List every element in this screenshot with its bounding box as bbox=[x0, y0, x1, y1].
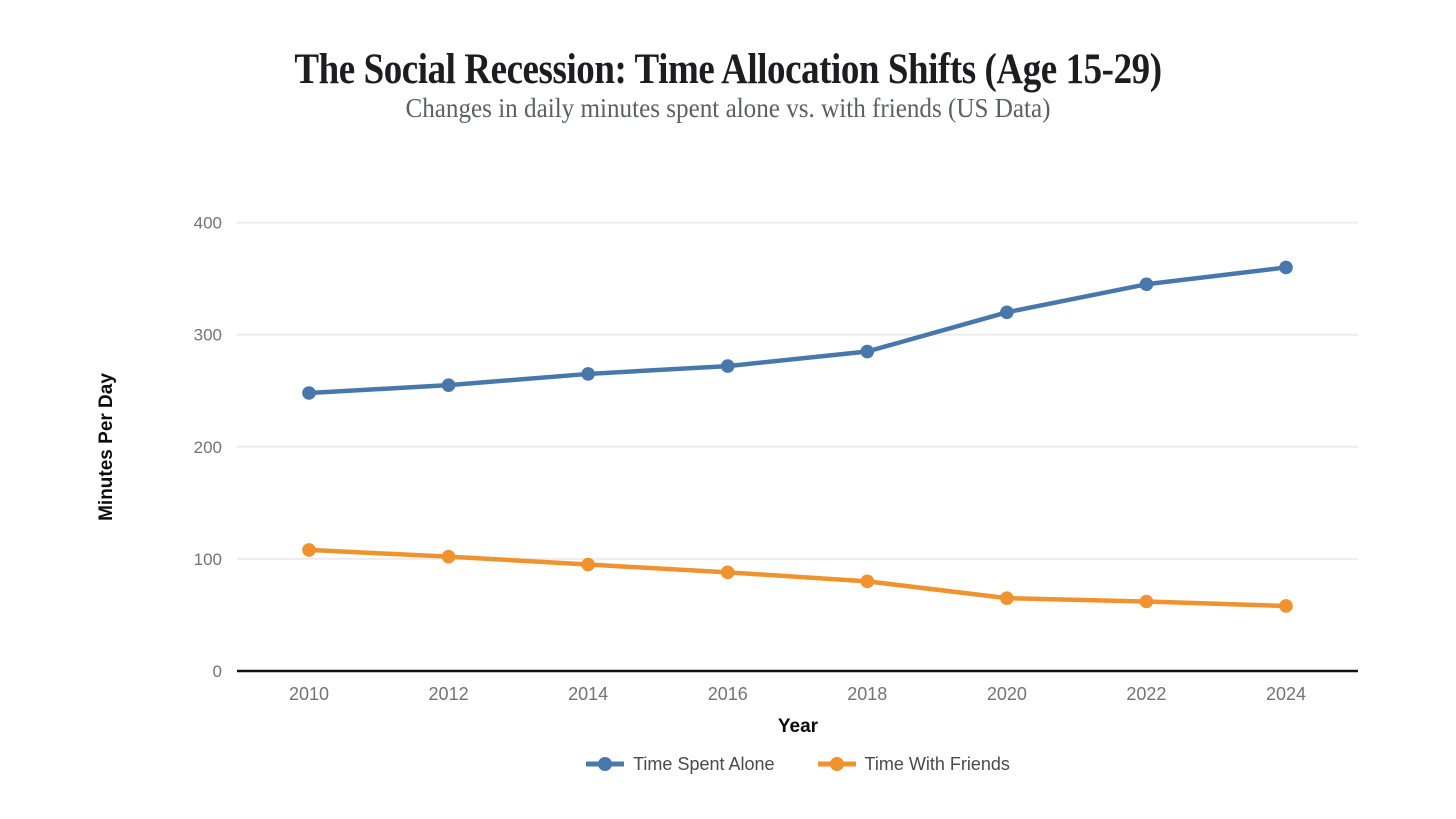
x-axis-title: Year bbox=[777, 716, 819, 737]
data-point-time-spent-alone bbox=[1000, 305, 1014, 320]
data-point-time-spent-alone bbox=[1279, 260, 1293, 275]
legend-line-marker-icon bbox=[586, 757, 625, 771]
x-tick-label: 2022 bbox=[1126, 684, 1166, 704]
data-point-time-spent-alone bbox=[1139, 277, 1154, 292]
data-point-time-with-friends bbox=[860, 574, 875, 589]
data-point-time-with-friends bbox=[1139, 594, 1154, 609]
y-tick-label: 400 bbox=[194, 214, 222, 233]
y-tick-label: 100 bbox=[194, 550, 222, 569]
data-point-time-with-friends bbox=[302, 543, 316, 557]
data-point-time-spent-alone bbox=[860, 344, 875, 359]
y-tick-label: 300 bbox=[194, 326, 222, 345]
legend-item-time-spent-alone: Time Spent Alone bbox=[585, 753, 775, 775]
series-line-time-spent-alone bbox=[306, 265, 1289, 396]
y-tick-label: 200 bbox=[194, 438, 222, 457]
data-point-time-with-friends bbox=[581, 557, 595, 572]
data-point-time-with-friends bbox=[441, 549, 456, 564]
x-tick-label: 2016 bbox=[708, 684, 748, 704]
y-tick-label: 0 bbox=[213, 662, 222, 681]
chart-legend: Time Spent Alone Time With Friends bbox=[237, 749, 1358, 779]
x-tick-label: 2014 bbox=[568, 684, 608, 704]
data-point-time-spent-alone bbox=[581, 367, 595, 381]
series-line-time-with-friends bbox=[306, 547, 1289, 609]
data-point-time-spent-alone bbox=[302, 386, 316, 400]
chart-subtitle: Changes in daily minutes spent alone vs.… bbox=[405, 93, 1051, 123]
legend-label-time-spent-alone: Time Spent Alone bbox=[633, 753, 775, 774]
legend-line-marker-icon bbox=[817, 757, 856, 771]
x-tick-label: 2010 bbox=[289, 684, 329, 704]
x-tick-label: 2012 bbox=[429, 684, 469, 704]
x-tick-label: 2024 bbox=[1266, 684, 1306, 704]
data-point-time-spent-alone bbox=[720, 359, 735, 373]
legend-label-time-with-friends: Time With Friends bbox=[864, 753, 1010, 774]
legend-item-time-with-friends: Time With Friends bbox=[817, 754, 1010, 775]
data-point-time-with-friends bbox=[1000, 591, 1014, 605]
data-point-time-spent-alone bbox=[441, 378, 456, 392]
x-tick-label: 2020 bbox=[987, 684, 1027, 704]
data-point-time-with-friends bbox=[1279, 599, 1293, 613]
data-point-time-with-friends bbox=[720, 565, 735, 580]
chart-title: The Social Recession: Time Allocation Sh… bbox=[294, 46, 1162, 93]
x-tick-label: 2018 bbox=[847, 684, 887, 704]
